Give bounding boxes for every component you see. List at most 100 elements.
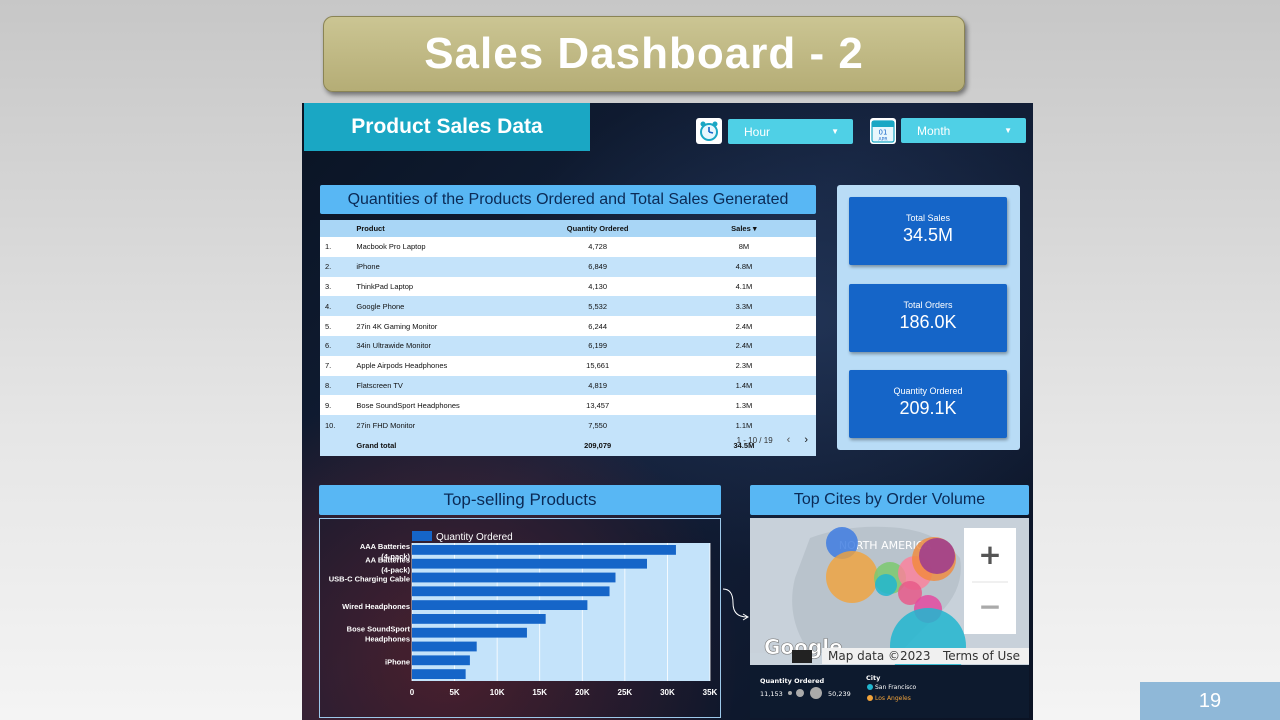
map-svg: NORTH AMERICA + − Google Map data ©2023 … — [750, 518, 1029, 718]
row-index: 5. — [320, 316, 356, 336]
x-tick-label: 0 — [410, 688, 415, 697]
quantity-cell: 4,819 — [523, 375, 672, 396]
table-row[interactable]: 6. 34in Ultrawide Monitor 6,199 2.4M — [320, 335, 816, 356]
y-category-label: USB-C Charging Cable — [329, 575, 410, 584]
city-bubble[interactable] — [875, 574, 897, 596]
map-region-label: NORTH AMERICA — [839, 539, 932, 552]
city-map[interactable]: NORTH AMERICA + − Google Map data ©2023 … — [750, 518, 1029, 718]
sales-cell: 1.3M — [671, 395, 816, 416]
row-index: 3. — [320, 276, 356, 297]
table-row[interactable]: 5. 27in 4K Gaming Monitor 6,244 2.4M — [320, 316, 816, 336]
top-products-chart: Quantity Ordered 0 5K 10K 15K 20K 25K 30K 35K AAA… — [319, 518, 721, 718]
sales-cell: 8M — [671, 237, 816, 257]
total-index — [320, 434, 356, 456]
product-cell: Bose SoundSport Headphones — [355, 395, 524, 416]
prev-page-button[interactable]: ‹ — [786, 434, 791, 446]
quantity-cell: 4,130 — [523, 276, 672, 297]
legend-city-title: City — [866, 674, 881, 682]
sales-cell: 4.1M — [671, 276, 816, 297]
keyboard-icon[interactable] — [792, 650, 812, 663]
product-cell: Google Phone — [355, 296, 524, 317]
connector-arrow-icon — [722, 588, 749, 621]
column-header-product[interactable]: Product — [355, 220, 524, 237]
y-category-label: Bose SoundSport — [347, 625, 411, 634]
quantity-cell: 5,532 — [523, 296, 672, 317]
product-cell: Flatscreen TV — [355, 375, 524, 396]
quantity-cell: 13,457 — [523, 395, 672, 416]
grand-total-row: Grand total 209,079 34.5M — [320, 434, 816, 456]
sales-cell: 1.4M — [671, 375, 816, 396]
city-bubble[interactable] — [898, 581, 922, 605]
table-row[interactable]: 4. Google Phone 5,532 3.3M — [320, 296, 816, 317]
row-index: 10. — [320, 415, 356, 435]
map-data-attribution: Map data ©2023 — [828, 649, 931, 663]
top-products-title: Top-selling Products — [319, 485, 721, 515]
table-row[interactable]: 7. Apple Airpods Headphones 15,661 2.3M — [320, 355, 816, 376]
table-row[interactable]: 9. Bose SoundSport Headphones 13,457 1.3M — [320, 395, 816, 416]
calendar-month: APR — [879, 137, 888, 143]
y-category-label: AAA Batteries — [360, 542, 410, 551]
quantity-cell: 15,661 — [523, 355, 672, 376]
chart-legend-swatch — [412, 531, 432, 541]
product-cell: 27in FHD Monitor — [355, 415, 524, 435]
slide-title: Sales Dashboard - 2 — [323, 16, 965, 92]
kpi-label: Total Sales — [905, 213, 951, 223]
column-header-sales[interactable]: Sales ▾ — [671, 220, 816, 237]
terms-of-use-link[interactable]: Terms of Use — [942, 649, 1020, 663]
calendar-icon: 01 APR — [870, 118, 896, 144]
zoom-in-button[interactable]: + — [978, 538, 1001, 571]
top-cities-title: Top Cites by Order Volume — [750, 485, 1029, 515]
zoom-out-button[interactable]: − — [978, 590, 1001, 623]
table-row[interactable]: 2. iPhone 6,849 4.8M — [320, 256, 816, 277]
table-panel-title: Quantities of the Products Ordered and T… — [320, 185, 816, 214]
chart-bar — [412, 586, 610, 597]
city-bubble[interactable] — [826, 551, 878, 603]
quantity-cell: 7,550 — [523, 415, 672, 435]
chart-bar — [412, 614, 546, 624]
dashboard-header: Product Sales Data — [304, 103, 590, 151]
column-header-quantity[interactable]: Quantity Ordered — [523, 220, 672, 237]
x-tick-label: 20K — [575, 688, 590, 697]
kpi-total-sales: Total Sales 34.5M — [849, 197, 1007, 265]
legend-size-marker — [796, 689, 804, 697]
kpi-value: 209.1K — [899, 398, 957, 418]
chevron-down-icon: ▼ — [1004, 126, 1012, 135]
table-row[interactable]: 3. ThinkPad Laptop 4,130 4.1M — [320, 276, 816, 297]
quantity-cell: 6,849 — [523, 256, 672, 277]
total-label: Grand total — [355, 434, 524, 456]
slide-number: 19 — [1140, 682, 1280, 720]
calendar-day: 01 — [879, 129, 888, 137]
row-index: 8. — [320, 375, 356, 396]
dashboard: Product Sales Data Hour ▼ 01 APR Month ▼… — [302, 103, 1033, 720]
month-dropdown[interactable]: Month ▼ — [901, 118, 1026, 143]
sales-cell: 2.4M — [671, 316, 816, 336]
legend-city-swatch — [867, 684, 873, 690]
hour-dropdown[interactable]: Hour ▼ — [728, 119, 853, 144]
city-bubble[interactable] — [919, 538, 955, 574]
sales-cell: 2.3M — [671, 355, 816, 376]
sales-cell: 2.4M — [671, 335, 816, 356]
legend-city-name: Los Angeles — [875, 695, 911, 702]
table-row[interactable]: 10. 27in FHD Monitor 7,550 1.1M — [320, 415, 816, 435]
kpi-value: 186.0K — [899, 312, 957, 332]
row-index: 2. — [320, 256, 356, 277]
chevron-down-icon: ▼ — [831, 127, 839, 136]
chart-bar — [412, 627, 527, 638]
kpi-total-orders: Total Orders 186.0K — [849, 284, 1007, 352]
row-index: 6. — [320, 335, 356, 356]
table-row[interactable]: 8. Flatscreen TV 4,819 1.4M — [320, 375, 816, 396]
legend-size-marker — [788, 691, 792, 695]
kpi-label: Quantity Ordered — [893, 386, 963, 396]
table-pagination: 1 - 10 / 19 ‹ › — [737, 434, 808, 446]
chart-bar — [412, 655, 470, 666]
next-page-button[interactable]: › — [804, 434, 808, 446]
chart-bar — [412, 600, 588, 610]
table-row[interactable]: 1. Macbook Pro Laptop 4,728 8M — [320, 237, 816, 257]
x-tick-label: 25K — [618, 688, 633, 697]
product-cell: Macbook Pro Laptop — [355, 237, 524, 257]
product-cell: Apple Airpods Headphones — [355, 355, 524, 376]
city-bubble[interactable] — [826, 527, 858, 559]
chart-legend-label: Quantity Ordered — [436, 532, 513, 543]
product-cell: iPhone — [355, 256, 524, 277]
y-category-label: iPhone — [385, 657, 410, 666]
